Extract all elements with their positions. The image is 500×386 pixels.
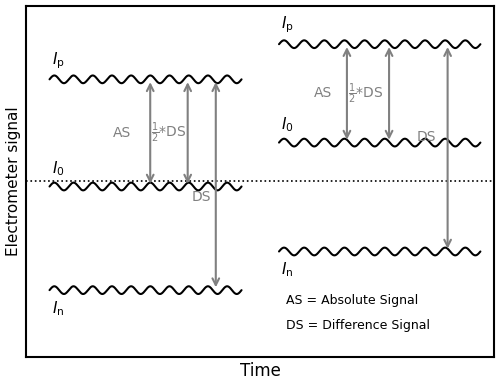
Text: $\it{I}_\mathrm{p}$: $\it{I}_\mathrm{p}$ bbox=[52, 50, 64, 71]
Text: DS = Difference Signal: DS = Difference Signal bbox=[286, 319, 430, 332]
Text: $\frac{1}{2}$*DS: $\frac{1}{2}$*DS bbox=[151, 121, 186, 145]
Text: AS: AS bbox=[314, 86, 332, 100]
Text: $\frac{1}{2}$*DS: $\frac{1}{2}$*DS bbox=[348, 81, 384, 105]
X-axis label: Time: Time bbox=[240, 362, 281, 381]
Y-axis label: Electrometer signal: Electrometer signal bbox=[6, 107, 20, 256]
Text: $\it{I}_\mathrm{0}$: $\it{I}_\mathrm{0}$ bbox=[282, 115, 294, 134]
Text: $\it{I}_\mathrm{n}$: $\it{I}_\mathrm{n}$ bbox=[52, 299, 64, 318]
Text: DS: DS bbox=[192, 190, 212, 204]
Text: DS: DS bbox=[417, 130, 436, 144]
Text: AS: AS bbox=[113, 126, 131, 140]
Text: $\it{I}_\mathrm{n}$: $\it{I}_\mathrm{n}$ bbox=[282, 260, 294, 279]
Text: AS = Absolute Signal: AS = Absolute Signal bbox=[286, 294, 418, 307]
Text: $\it{I}_\mathrm{p}$: $\it{I}_\mathrm{p}$ bbox=[282, 15, 294, 36]
Text: $\it{I}_\mathrm{0}$: $\it{I}_\mathrm{0}$ bbox=[52, 159, 64, 178]
